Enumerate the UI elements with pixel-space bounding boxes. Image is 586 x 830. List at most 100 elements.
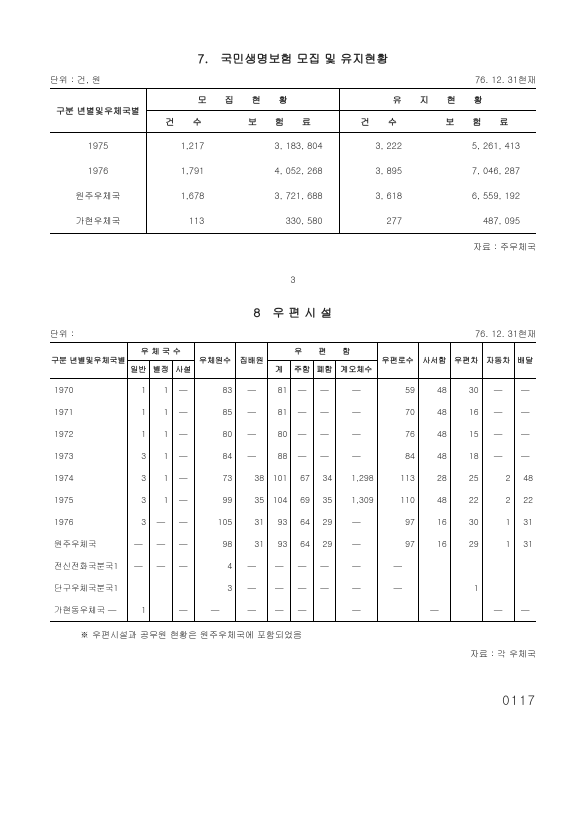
cell: 34 [313,467,335,489]
table-row: 19751,2173, 183, 8043, 2225, 261, 413 [50,133,536,159]
cell: 3, 721, 688 [220,183,339,208]
t2-subpost0: 일반 [127,361,149,379]
cell: 487, 095 [418,208,536,234]
cell: — [482,379,514,402]
cell: 30 [450,379,482,402]
cell: — [377,555,418,577]
cell: 4 [194,555,235,577]
row-label: 1970 [50,379,127,402]
cell [482,555,514,577]
cell: — [313,445,335,467]
t2-tail2: 자동차 [482,343,514,379]
section7-title: 7. 국민생명보험 모집 및 유지현황 [50,50,536,67]
cell: — [268,555,291,577]
cell: — [336,445,377,467]
table-row: 단구우체국분국13——————1 [50,577,536,599]
cell: 81 [268,401,291,423]
cell: 3 [127,511,149,533]
cell: 1,309 [336,489,377,511]
cell: — [172,467,194,489]
section8-footnote: ※ 우편시설과 공무원 현황은 원주우체국에 포함되었음 [80,628,536,641]
cell: 101 [268,467,291,489]
cell: — [172,533,194,555]
cell: — [172,489,194,511]
cell: — [482,445,514,467]
cell: 113 [147,208,221,234]
section7-meta: 단위 : 건, 원 76. 12. 31현재 [50,73,536,86]
table-row: 원주우체국———9831936429—971629131 [50,533,536,555]
cell: 3, 895 [339,158,418,183]
cell [418,577,450,599]
t2-diag-head: 구분 년별및우체국별 [50,343,127,379]
cell [127,577,149,599]
cell: 80 [194,423,235,445]
table-row: 197111—85—81———704816—— [50,401,536,423]
t1-group-a: 모 집 현 황 [147,89,340,111]
cell: 110 [377,489,418,511]
row-label: 전신전화국분국1 [50,555,127,577]
cell: — [236,423,268,445]
cell: — [127,555,149,577]
cell: 35 [236,489,268,511]
row-label: 1974 [50,467,127,489]
t1-group-b: 유 지 현 황 [339,89,536,111]
cell: 22 [450,489,482,511]
cell [514,555,536,577]
cell: — [313,423,335,445]
cell: 73 [194,467,235,489]
cell: 29 [313,511,335,533]
cell: 3, 618 [339,183,418,208]
t1-sub-a2: 보 험 료 [220,111,339,133]
cell: — [268,599,291,622]
cell: — [514,423,536,445]
cell: 84 [194,445,235,467]
cell: 31 [514,511,536,533]
section7-unit: 단위 : 건, 원 [50,73,101,86]
table-row: 197211—80—80———764815—— [50,423,536,445]
cell: 81 [268,379,291,402]
cell: 104 [268,489,291,511]
cell [514,577,536,599]
cell [377,599,418,622]
cell: 16 [418,511,450,533]
t2-tail1: 우편차 [450,343,482,379]
cell: 25 [450,467,482,489]
cell: — [236,445,268,467]
cell: 84 [377,445,418,467]
table-row: 19761,7914, 052, 2683, 8957, 046, 287 [50,158,536,183]
cell: 35 [313,489,335,511]
cell: 29 [313,533,335,555]
cell: 48 [418,445,450,467]
section8-meta: 단위 : 76. 12. 31현재 [50,327,536,340]
cell: — [172,599,194,622]
section7-marker: 3 [50,273,536,286]
t1-sub-a1: 건 수 [147,111,221,133]
cell: — [291,555,313,577]
section8-source: 자료 : 각 우체국 [50,647,536,660]
cell [450,599,482,622]
cell: 1 [150,489,172,511]
cell: 85 [194,401,235,423]
section7-source: 자료 : 주무체국 [50,240,536,253]
cell: 99 [194,489,235,511]
row-label: 1971 [50,401,127,423]
cell: — [377,577,418,599]
cell: — [336,401,377,423]
cell: — [514,379,536,402]
cell: 16 [418,533,450,555]
t2-submail1: 주함 [291,361,313,379]
row-label: 단구우체국분국1 [50,577,127,599]
cell: 97 [377,533,418,555]
cell: 105 [194,511,235,533]
cell: 48 [418,379,450,402]
cell: 16 [450,401,482,423]
cell: — [482,599,514,622]
cell [150,599,172,622]
cell: 64 [291,533,313,555]
t1-sub-b2: 보 험 료 [418,111,536,133]
t2-submail0: 계 [268,361,291,379]
t2-tail0: 사서함 [418,343,450,379]
cell: 98 [194,533,235,555]
cell: — [172,401,194,423]
cell: 2 [482,467,514,489]
